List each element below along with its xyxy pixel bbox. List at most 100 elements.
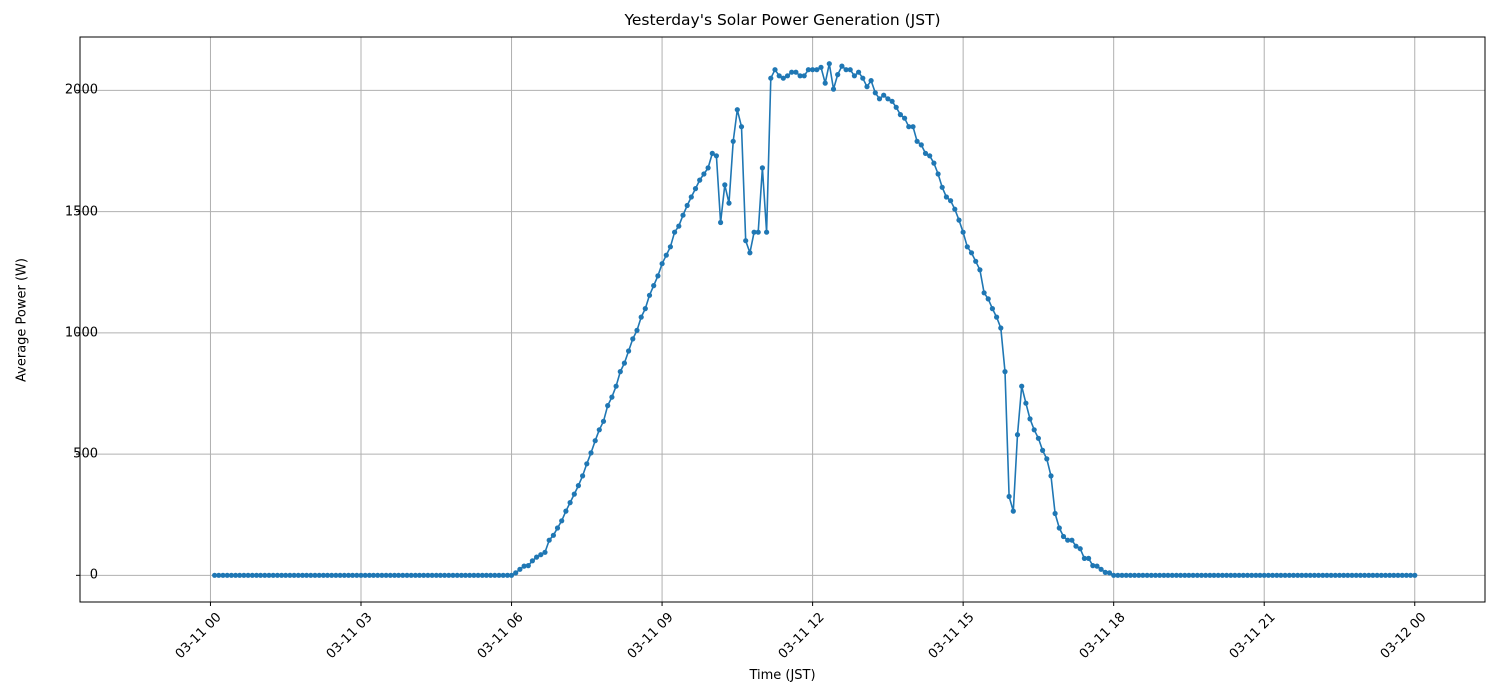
data-point <box>1324 572 1330 578</box>
data-point <box>1198 572 1205 578</box>
data-point <box>734 107 740 113</box>
data-point <box>446 572 452 578</box>
data-point <box>630 336 636 342</box>
data-point <box>676 223 682 229</box>
data-point <box>1345 572 1351 578</box>
data-point <box>1219 572 1225 578</box>
data-point <box>1161 572 1167 578</box>
data-point <box>697 177 703 183</box>
data-point <box>521 563 527 569</box>
data-point <box>1307 572 1313 578</box>
y-tick-label: 500 <box>73 446 98 462</box>
data-point <box>283 572 289 578</box>
data-point <box>922 150 929 156</box>
data-point <box>1282 572 1288 578</box>
data-point <box>885 96 891 102</box>
data-point <box>462 572 469 578</box>
data-point <box>320 572 326 578</box>
data-point <box>989 306 996 312</box>
x-axis-label: Time (JST) <box>749 668 816 683</box>
data-point <box>1320 572 1326 578</box>
data-point <box>1073 543 1079 549</box>
data-point <box>249 572 255 578</box>
data-point <box>730 138 736 144</box>
data-point <box>1127 572 1133 578</box>
data-point <box>822 80 828 86</box>
data-point <box>542 549 548 555</box>
data-point <box>726 200 732 206</box>
data-point <box>588 450 594 456</box>
data-point <box>722 182 728 188</box>
data-point <box>433 572 439 578</box>
data-point <box>233 572 239 578</box>
data-point <box>1290 572 1297 578</box>
data-point <box>525 563 531 569</box>
data-point <box>312 572 318 578</box>
data-point <box>1295 572 1301 578</box>
data-point <box>680 212 686 218</box>
data-point <box>274 572 280 578</box>
data-point <box>383 572 389 578</box>
data-point <box>688 194 694 200</box>
data-point <box>517 566 523 572</box>
data-point <box>308 572 314 578</box>
data-point <box>291 572 297 578</box>
data-point <box>1190 572 1196 578</box>
data-point <box>772 67 778 73</box>
data-point <box>638 314 644 320</box>
data-point <box>1052 510 1058 517</box>
data-point <box>400 572 406 578</box>
data-point <box>362 572 368 578</box>
data-point <box>584 461 590 467</box>
data-point <box>1178 572 1184 578</box>
data-point <box>927 153 933 159</box>
data-point <box>1048 473 1054 479</box>
data-point <box>1403 572 1409 578</box>
data-point <box>881 92 887 98</box>
data-point <box>646 292 653 298</box>
data-point <box>943 194 950 200</box>
data-point <box>968 250 975 256</box>
data-point <box>442 572 448 578</box>
data-point <box>626 348 632 354</box>
data-point <box>1077 546 1083 552</box>
data-point <box>262 572 268 578</box>
data-point <box>1115 572 1121 578</box>
data-point <box>1044 456 1050 462</box>
data-point <box>918 142 924 148</box>
data-point <box>375 572 381 578</box>
data-point <box>914 138 920 144</box>
data-point <box>396 572 402 578</box>
data-point <box>1370 572 1376 578</box>
data-point <box>529 558 536 564</box>
data-point <box>605 403 611 409</box>
data-point <box>751 229 757 235</box>
data-point <box>1106 570 1113 576</box>
data-point <box>1140 572 1146 578</box>
data-point <box>818 64 824 70</box>
data-point <box>709 150 715 156</box>
data-point <box>985 296 991 302</box>
y-tick-label: 1000 <box>64 325 98 341</box>
data-point <box>600 418 607 424</box>
data-point <box>659 261 665 267</box>
data-point <box>345 572 352 578</box>
data-point <box>245 572 251 578</box>
data-point <box>651 283 657 289</box>
data-point <box>1035 435 1041 441</box>
data-point <box>333 572 339 578</box>
data-point <box>621 360 628 366</box>
data-point <box>1232 572 1238 578</box>
data-point <box>1224 572 1230 578</box>
data-point <box>1148 572 1154 578</box>
data-point <box>1278 572 1284 578</box>
data-point <box>935 171 941 177</box>
data-point <box>672 229 678 235</box>
data-point <box>429 572 435 578</box>
data-point <box>467 572 473 578</box>
data-point <box>1132 572 1138 578</box>
data-point <box>1316 572 1322 578</box>
data-point <box>266 572 272 578</box>
data-point <box>981 290 987 296</box>
